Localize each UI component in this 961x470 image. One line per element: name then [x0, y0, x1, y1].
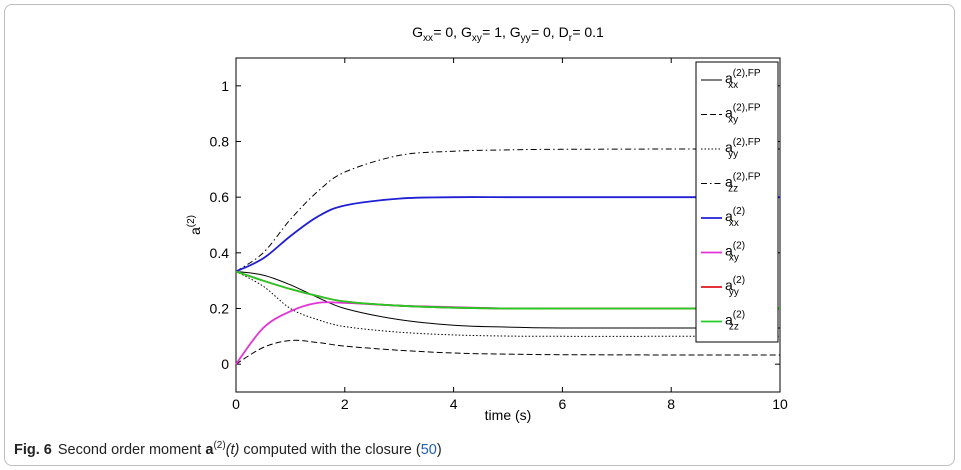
- figure-frame: [4, 4, 955, 466]
- caption-argument: (t): [225, 441, 240, 458]
- legend: a(2),FP xx a(2),FP xy a(2),FP yy a(2),FP zz a(2)…: [695, 61, 779, 343]
- x-tick-label: 4: [450, 396, 458, 412]
- series-line-3: [235, 148, 780, 272]
- y-tick-label: 0: [221, 356, 229, 372]
- series-line-1: [235, 339, 780, 365]
- legend-entry: a(2),FP yy: [725, 137, 761, 160]
- x-axis-label: time (s): [485, 407, 532, 423]
- chart: Gxx = 0, Gxy = 1, Gyy = 0, Dr = 0.1 0 2 4 6…: [186, 24, 788, 423]
- legend-entry: a(2) xx: [725, 206, 745, 229]
- caption-tail: ): [436, 441, 442, 458]
- legend-entry: a(2) xy: [725, 241, 745, 264]
- x-tick-label: 0: [232, 396, 240, 412]
- series-line-2: [235, 271, 780, 337]
- y-tick-label: 0.2: [210, 301, 230, 317]
- y-tick-label: 0.6: [210, 189, 230, 205]
- y-tick-label: 0.8: [210, 134, 230, 150]
- x-tick-label: 6: [559, 396, 567, 412]
- y-tick-label: 1: [221, 78, 229, 94]
- x-tick-label: 8: [667, 396, 675, 412]
- caption-symbol: a: [205, 441, 214, 458]
- legend-entry: a(2),FP zz: [725, 172, 761, 195]
- y-tick-label: 0.4: [210, 245, 230, 261]
- series-line-4: [235, 196, 780, 273]
- legend-entry: a(2) yy: [725, 275, 745, 298]
- equation-reference-link[interactable]: 50: [420, 441, 437, 458]
- series-lines: [235, 148, 780, 365]
- caption-superscript: (2): [213, 440, 226, 451]
- caption-lead: Second order moment: [57, 441, 206, 458]
- legend-entry: a(2),FP xy: [725, 103, 761, 126]
- y-axis-label: a(2): [186, 215, 203, 235]
- series-line-0: [235, 271, 780, 329]
- series-line-7: [235, 270, 780, 310]
- x-tick-label: 10: [772, 396, 788, 412]
- legend-entry: a(2),FP xx: [725, 68, 761, 91]
- axis-ticks: 0 2 4 6 8 10 0 0.2 0.4 0.6 0.8 1: [210, 58, 788, 412]
- legend-entry: a(2) zz: [725, 310, 745, 333]
- figure-caption: Fig. 6 Second order moment a(2)(t) comput…: [14, 440, 442, 458]
- legend-box: [695, 61, 779, 343]
- figure-label: Fig. 6: [14, 441, 52, 458]
- chart-title: Gxx = 0, Gxy = 1, Gyy = 0, Dr = 0.1: [412, 24, 604, 44]
- x-tick-label: 2: [341, 396, 349, 412]
- caption-mid: computed with the closure (: [239, 441, 421, 458]
